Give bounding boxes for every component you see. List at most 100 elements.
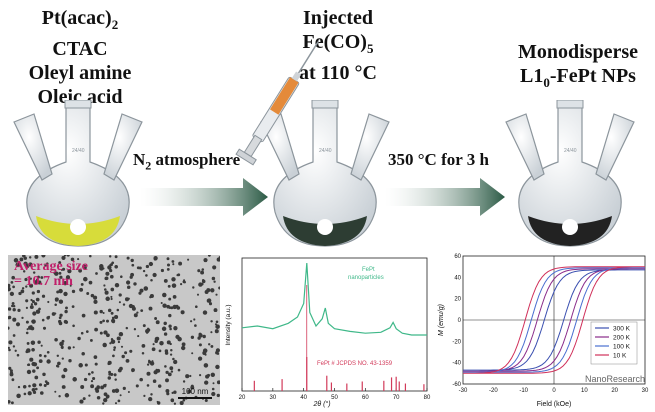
tem-particle [99, 309, 103, 314]
mh-xtick-label: 20 [611, 388, 618, 394]
tem-particle [148, 261, 154, 267]
tem-particle [61, 346, 64, 350]
tem-particle [216, 393, 220, 398]
tem-particle [8, 283, 11, 288]
tem-particle [30, 298, 33, 302]
tem-particle [113, 346, 117, 349]
tem-particle [64, 393, 70, 398]
tem-particle [84, 363, 88, 367]
tem-particle [210, 288, 215, 293]
tem-particle [163, 278, 168, 283]
tem-particle [11, 302, 15, 305]
tem-particle [203, 363, 209, 368]
tem-particle [152, 343, 155, 346]
tem-particle [34, 255, 39, 259]
tem-particle [63, 319, 68, 324]
tem-particle [69, 284, 72, 287]
tem-particle [210, 320, 213, 323]
tem-particle [36, 366, 40, 370]
tem-particle [41, 255, 46, 258]
tem-particle [200, 270, 205, 275]
mh-legend-box [590, 321, 638, 365]
tem-particle [59, 313, 63, 317]
tem-particle [61, 357, 64, 360]
tem-particle [179, 400, 184, 405]
tem-particle [8, 286, 11, 292]
tem-particle [23, 392, 27, 396]
tem-particle [172, 357, 175, 361]
tem-particle [32, 383, 37, 388]
tem-particle [41, 294, 46, 298]
tem-particle [111, 316, 115, 320]
reagent-pt-acac: Pt(acac)2 [41, 7, 119, 32]
tem-particle [62, 267, 66, 271]
tem-particle [93, 310, 98, 315]
tem-particle [218, 286, 220, 290]
tem-particle [8, 366, 12, 370]
tem-particle [116, 336, 121, 341]
tem-particle [151, 347, 156, 352]
tem-particle [70, 257, 75, 262]
tem-particle [216, 257, 220, 262]
mh-ytick-label: 20 [454, 297, 461, 303]
tem-particle [20, 289, 25, 294]
tem-particle [210, 331, 213, 334]
tem-particle [173, 390, 177, 394]
tem-particle [58, 395, 61, 398]
tem-particle [80, 282, 84, 286]
tem-particle [28, 262, 33, 267]
mh-ylabel: M (emu/g) [438, 304, 445, 336]
tem-particle [25, 320, 29, 324]
reagent-ctac: CTAC [52, 38, 108, 60]
tem-particle [9, 369, 13, 373]
tem-particle [212, 265, 217, 270]
tem-particle [58, 278, 61, 282]
tem-particle [68, 359, 72, 363]
tem-average-size-label: Average size = 10.7 nm [14, 259, 88, 289]
tem-particle [54, 312, 57, 315]
tem-particle [204, 398, 208, 403]
tem-particle [129, 275, 133, 279]
tem-particle [56, 290, 60, 294]
tem-particle [57, 361, 61, 366]
xrd-legend-line2: nanoparticles [348, 275, 384, 281]
tem-particle [166, 267, 170, 271]
tem-particle [167, 284, 171, 288]
tem-particle [166, 392, 170, 396]
tem-particle [58, 271, 62, 275]
tem-particle [171, 277, 176, 282]
tem-particle [82, 397, 86, 401]
tem-particle [109, 342, 112, 345]
tem-particle [159, 340, 164, 346]
mh-xtick-label: 0 [552, 388, 556, 394]
tem-particle [41, 318, 45, 322]
xrd-pattern-line [241, 262, 427, 336]
tem-particle [154, 339, 158, 344]
tem-particle [114, 378, 117, 381]
tem-particle [187, 258, 190, 261]
xrd-reference-label: FePt # JCPDS NO. 43-1359 [317, 361, 393, 367]
tem-particle [193, 318, 196, 321]
xrd-xtick-label: 60 [362, 395, 369, 401]
tem-particle [194, 305, 198, 309]
tem-particle [152, 379, 157, 383]
tem-particle [145, 274, 148, 277]
tem-particle [206, 288, 211, 293]
tem-particle [42, 372, 46, 377]
tem-particle [142, 269, 146, 273]
tem-particle [25, 306, 29, 310]
tem-particle [43, 384, 47, 387]
xrd-xtick-label: 40 [300, 395, 307, 401]
tem-particle [64, 309, 68, 314]
tem-particle [36, 278, 39, 281]
tem-particle [17, 308, 21, 313]
tem-particle [166, 263, 171, 267]
tem-particle [34, 387, 38, 391]
tem-particle [99, 264, 104, 269]
xrd-xtick-label: 80 [424, 395, 431, 401]
tem-particle [93, 355, 98, 359]
tem-particle [39, 391, 44, 395]
tem-particle [208, 302, 213, 306]
tem-particle [155, 320, 160, 325]
tem-particle [16, 393, 21, 399]
